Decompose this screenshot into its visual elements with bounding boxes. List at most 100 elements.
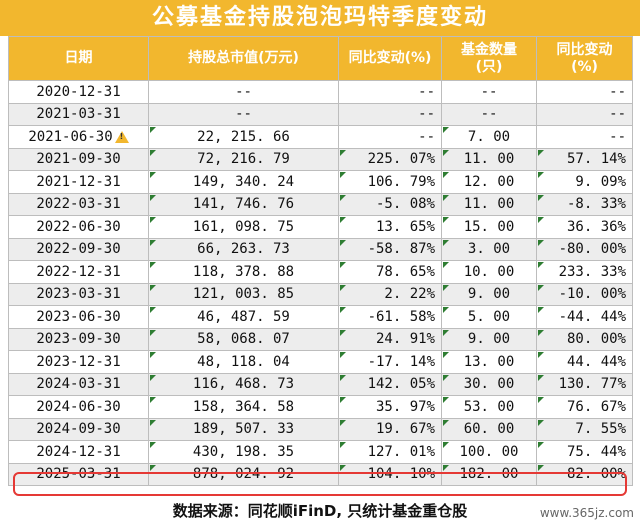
table-row: 2023-12-31 48, 118. 04 -17. 14% 13. 00 44. 4… xyxy=(9,351,633,374)
value-change-cell: 106. 79% xyxy=(339,171,442,194)
value-change-cell: 35. 97% xyxy=(339,396,442,419)
table-row: 2022-12-31 118, 378. 88 78. 65% 10. 00 233. … xyxy=(9,261,633,284)
count-change-cell: 233. 33% xyxy=(537,261,633,284)
count-change-cell: 7. 55% xyxy=(537,418,633,441)
count-change-cell: 82. 00% xyxy=(537,463,633,486)
market-value-cell: 158, 364. 58 xyxy=(149,396,339,419)
date-cell: 2024-03-31 xyxy=(9,373,149,396)
holdings-table: 日期 持股总市值(万元) 同比变动(%) 基金数量 (只) 同比变动 (%) 2… xyxy=(8,36,633,486)
date-cell: 2024-06-30 xyxy=(9,396,149,419)
highlight-frame xyxy=(13,472,627,496)
count-change-cell: 44. 44% xyxy=(537,351,633,374)
table-row: 2024-06-30 158, 364. 58 35. 97% 53. 00 76. 6… xyxy=(9,396,633,419)
fund-count-cell: 100. 00 xyxy=(442,441,537,464)
table-row: 2024-09-30 189, 507. 33 19. 67% 60. 00 7. 55… xyxy=(9,418,633,441)
fund-count-cell: 60. 00 xyxy=(442,418,537,441)
table-row: 2025-03-31 878, 024. 92 104. 10% 182. 00 82.… xyxy=(9,463,633,486)
market-value-cell: -- xyxy=(149,81,339,104)
value-change-cell: -5. 08% xyxy=(339,193,442,216)
count-change-cell: -- xyxy=(537,103,633,126)
value-change-cell: 24. 91% xyxy=(339,328,442,351)
date-cell: 2022-06-30 xyxy=(9,216,149,239)
market-value-cell: 161, 098. 75 xyxy=(149,216,339,239)
value-change-cell: -61. 58% xyxy=(339,306,442,329)
table-header-row: 日期 持股总市值(万元) 同比变动(%) 基金数量 (只) 同比变动 (%) xyxy=(9,37,633,81)
date-cell: 2024-12-31 xyxy=(9,441,149,464)
date-cell: 2022-12-31 xyxy=(9,261,149,284)
market-value-cell: 72, 216. 79 xyxy=(149,148,339,171)
fund-count-cell: 9. 00 xyxy=(442,328,537,351)
table-row: 2024-03-31 116, 468. 73 142. 05% 30. 00 130.… xyxy=(9,373,633,396)
market-value-cell: 66, 263. 73 xyxy=(149,238,339,261)
watermark: www.365jz.com xyxy=(539,506,634,520)
market-value-cell: 121, 003. 85 xyxy=(149,283,339,306)
count-change-cell: 76. 67% xyxy=(537,396,633,419)
market-value-cell: 118, 378. 88 xyxy=(149,261,339,284)
table-row: 2022-06-30 161, 098. 75 13. 65% 15. 00 36. 3… xyxy=(9,216,633,239)
fund-count-cell: 11. 00 xyxy=(442,148,537,171)
market-value-cell: 149, 340. 24 xyxy=(149,171,339,194)
value-change-cell: 2. 22% xyxy=(339,283,442,306)
fund-count-cell: 3. 00 xyxy=(442,238,537,261)
market-value-cell: 189, 507. 33 xyxy=(149,418,339,441)
value-change-cell: 19. 67% xyxy=(339,418,442,441)
header-count-change-text: 同比变动 (%) xyxy=(556,41,613,75)
market-value-cell: 48, 118. 04 xyxy=(149,351,339,374)
market-value-cell: 141, 746. 76 xyxy=(149,193,339,216)
date-cell: 2021-06-30! xyxy=(9,126,149,149)
market-value-cell: 878, 024. 92 xyxy=(149,463,339,486)
date-cell: 2021-03-31 xyxy=(9,103,149,126)
date-cell: 2021-12-31 xyxy=(9,171,149,194)
value-change-cell: -- xyxy=(339,81,442,104)
value-change-cell: 78. 65% xyxy=(339,261,442,284)
value-change-cell: 142. 05% xyxy=(339,373,442,396)
date-cell: 2024-09-30 xyxy=(9,418,149,441)
count-change-cell: 75. 44% xyxy=(537,441,633,464)
header-fund-count: 基金数量 (只) xyxy=(442,37,537,81)
fund-count-cell: 9. 00 xyxy=(442,283,537,306)
fund-count-cell: 11. 00 xyxy=(442,193,537,216)
count-change-cell: 80. 00% xyxy=(537,328,633,351)
date-cell: 2023-09-30 xyxy=(9,328,149,351)
date-cell: 2022-03-31 xyxy=(9,193,149,216)
table-row: 2022-03-31 141, 746. 76 -5. 08% 11. 00 -8. 3… xyxy=(9,193,633,216)
header-value-change: 同比变动(%) xyxy=(339,37,442,81)
count-change-cell: 9. 09% xyxy=(537,171,633,194)
fund-count-cell: -- xyxy=(442,81,537,104)
header-fund-count-text: 基金数量 (只) xyxy=(461,41,517,75)
date-cell: 2022-09-30 xyxy=(9,238,149,261)
table-body: 2020-12-31 -- -- -- -- 2021-03-31 -- -- -- -- 2021… xyxy=(9,81,633,486)
fund-count-cell: 5. 00 xyxy=(442,306,537,329)
market-value-cell: 22, 215. 66 xyxy=(149,126,339,149)
data-source-note: 数据来源：同花顺iFinD, 只统计基金重仓股 xyxy=(172,502,468,520)
fund-count-cell: 30. 00 xyxy=(442,373,537,396)
value-change-cell: 127. 01% xyxy=(339,441,442,464)
table-row: 2023-09-30 58, 068. 07 24. 91% 9. 00 80. 00% xyxy=(9,328,633,351)
date-cell: 2020-12-31 xyxy=(9,81,149,104)
market-value-cell: -- xyxy=(149,103,339,126)
page-title: 公募基金持股泡泡玛特季度变动 xyxy=(0,0,640,36)
table-row: 2023-03-31 121, 003. 85 2. 22% 9. 00 -10. 00… xyxy=(9,283,633,306)
value-change-cell: -17. 14% xyxy=(339,351,442,374)
header-date: 日期 xyxy=(9,37,149,81)
fund-count-cell: -- xyxy=(442,103,537,126)
value-change-cell: -58. 87% xyxy=(339,238,442,261)
warning-icon: ! xyxy=(114,130,129,143)
count-change-cell: -10. 00% xyxy=(537,283,633,306)
market-value-cell: 116, 468. 73 xyxy=(149,373,339,396)
table-row: 2020-12-31 -- -- -- -- xyxy=(9,81,633,104)
fund-count-cell: 15. 00 xyxy=(442,216,537,239)
header-count-change: 同比变动 (%) xyxy=(537,37,633,81)
market-value-cell: 58, 068. 07 xyxy=(149,328,339,351)
value-change-cell: 104. 10% xyxy=(339,463,442,486)
value-change-cell: -- xyxy=(339,126,442,149)
count-change-cell: 130. 77% xyxy=(537,373,633,396)
table-row: 2021-03-31 -- -- -- -- xyxy=(9,103,633,126)
fund-count-cell: 53. 00 xyxy=(442,396,537,419)
fund-count-cell: 7. 00 xyxy=(442,126,537,149)
count-change-cell: -80. 00% xyxy=(537,238,633,261)
count-change-cell: -- xyxy=(537,126,633,149)
date-cell: 2021-09-30 xyxy=(9,148,149,171)
count-change-cell: 57. 14% xyxy=(537,148,633,171)
fund-count-cell: 13. 00 xyxy=(442,351,537,374)
